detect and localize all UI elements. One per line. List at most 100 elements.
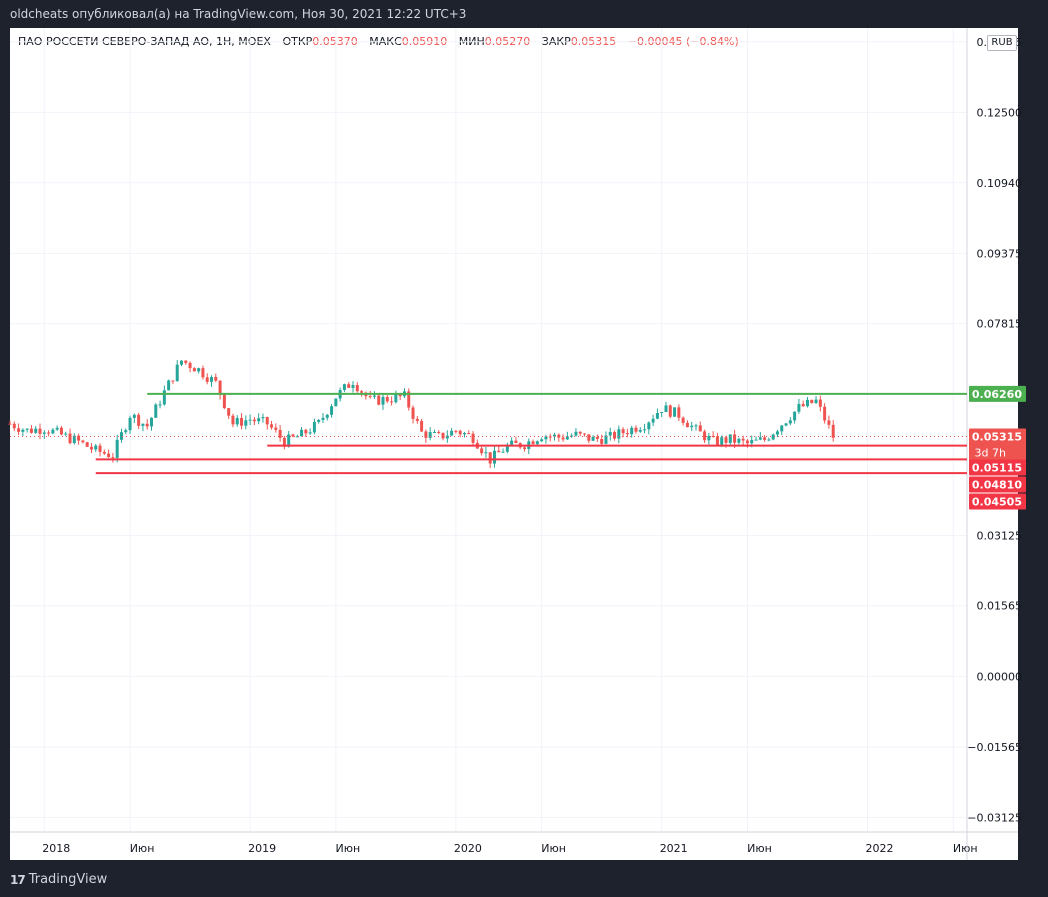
candle-body [205, 377, 209, 382]
candle-body [587, 434, 591, 441]
candle-body [681, 417, 685, 423]
candle-body [634, 427, 638, 432]
candle-body [235, 417, 239, 425]
candle-body [334, 398, 338, 407]
candle-body [488, 452, 492, 464]
candle-body [737, 438, 741, 443]
candle-body [467, 433, 471, 435]
candle-body [291, 434, 295, 437]
candle-body [673, 407, 677, 417]
candle-body [184, 360, 188, 363]
candle-body [432, 431, 436, 433]
tradingview-logo-icon: 17 [10, 872, 26, 887]
candle-body [29, 428, 33, 433]
candle-body [132, 414, 136, 418]
candle-body [330, 406, 334, 415]
candle-body [810, 399, 814, 404]
candle-body [222, 394, 226, 409]
candle-body [450, 430, 454, 436]
candle-body [278, 429, 282, 438]
candle-body [34, 428, 38, 433]
tradingview-logo[interactable]: 17 TradingView [10, 872, 107, 887]
candle-body [188, 362, 192, 369]
candle-body [154, 404, 158, 418]
candle-body [608, 431, 612, 436]
candle-body [107, 453, 111, 458]
candle-body [385, 396, 389, 402]
candle-body [703, 431, 707, 441]
candle-body [25, 428, 29, 430]
candle-body [51, 429, 55, 434]
x-tick-label: 2022 [866, 842, 894, 855]
y-tick-label: −0.01565 [967, 741, 1022, 754]
candle-body [685, 422, 689, 428]
candle-body [771, 434, 775, 440]
y-tick-label: 0.00000 [977, 670, 1023, 683]
candle-body [754, 439, 758, 441]
candle-body [248, 419, 252, 421]
candle-body [351, 385, 355, 388]
countdown-label-text: 3d 7h [975, 447, 1006, 460]
candle-body [227, 408, 231, 416]
candle-body [415, 418, 419, 421]
candle-body [111, 457, 115, 459]
x-tick-label: Июн [541, 842, 566, 855]
candle-body [128, 417, 132, 431]
candle-body [342, 384, 346, 390]
candle-body [720, 437, 724, 445]
candle-body [510, 440, 514, 445]
candle-body [617, 429, 621, 439]
candle-body [201, 368, 205, 378]
candle-body [715, 436, 719, 445]
x-tick-label: 2018 [42, 842, 70, 855]
candle-body [711, 435, 715, 437]
candle-body [694, 425, 698, 427]
candle-body [570, 435, 574, 437]
price-label-box [969, 385, 1026, 402]
candle-body [441, 432, 445, 439]
x-tick-label: 2019 [248, 842, 276, 855]
candle-body [295, 436, 299, 438]
candle-body [655, 413, 659, 419]
price-label-text: 0.04810 [972, 479, 1022, 492]
candle-body [261, 417, 265, 419]
candle-body [420, 420, 424, 432]
candle-body [690, 425, 694, 428]
candle-body [145, 423, 149, 427]
candle-body [231, 415, 235, 425]
candle-body [793, 411, 797, 421]
candle-body [763, 437, 767, 440]
candle-body [12, 423, 16, 429]
candle-body [643, 429, 647, 431]
candle-body [141, 423, 145, 426]
candle-body [124, 430, 128, 433]
price-label-box [969, 428, 1026, 461]
candle-body [162, 390, 166, 405]
currency-badge[interactable]: RUB [987, 35, 1017, 51]
candle-body [480, 448, 484, 454]
candle-body [814, 399, 818, 404]
candle-body [85, 442, 89, 447]
candle-body [300, 429, 304, 437]
price-label-text: 0.05115 [972, 462, 1022, 475]
candle-body [17, 428, 21, 432]
candle-body [94, 445, 98, 450]
candle-body [68, 433, 72, 444]
candle-body [561, 437, 565, 440]
candle-body [621, 429, 625, 434]
candle-body [102, 451, 106, 454]
candle-body [707, 435, 711, 441]
candle-body [197, 368, 201, 372]
candle-body [115, 439, 119, 458]
candle-body [728, 434, 732, 443]
candle-body [77, 435, 81, 441]
candle-body [583, 433, 587, 435]
candle-body [758, 437, 762, 440]
y-tick-label: 0.01565 [977, 600, 1023, 613]
candle-body [64, 433, 68, 435]
candle-body [831, 424, 835, 438]
price-label-box [969, 459, 1026, 476]
candle-body [664, 405, 668, 413]
candle-body [55, 427, 59, 430]
